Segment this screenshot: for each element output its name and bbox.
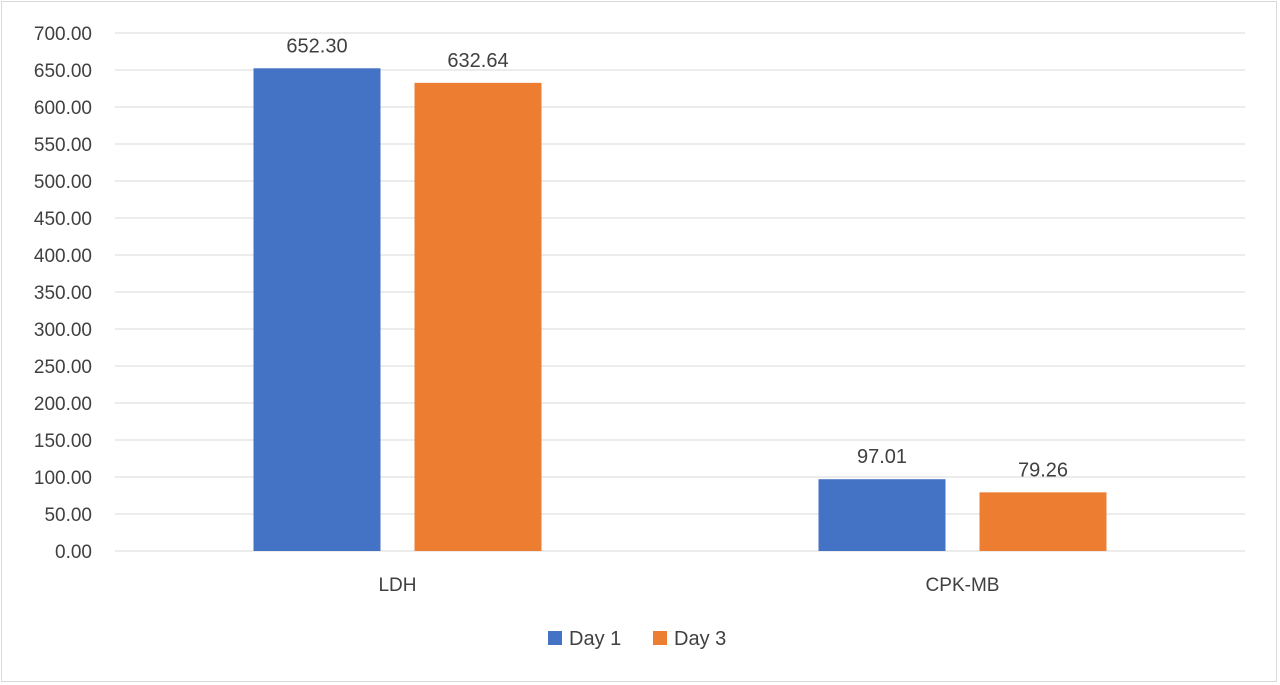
y-tick-label: 250.00 bbox=[34, 357, 92, 378]
y-tick-label: 600.00 bbox=[34, 98, 92, 119]
y-tick-label: 650.00 bbox=[34, 61, 92, 82]
y-tick-label: 0.00 bbox=[55, 542, 92, 563]
data-label: 97.01 bbox=[857, 446, 907, 468]
legend-label: Day 3 bbox=[674, 628, 726, 650]
x-category-label: CPK-MB bbox=[926, 575, 1000, 596]
y-tick-label: 400.00 bbox=[34, 246, 92, 267]
bar-day-3-cpk-mb bbox=[979, 492, 1107, 551]
y-tick-label: 300.00 bbox=[34, 320, 92, 341]
y-tick-label: 450.00 bbox=[34, 209, 92, 230]
legend-swatch-day-1 bbox=[548, 631, 562, 645]
bar-day-1-ldh bbox=[253, 68, 381, 551]
data-label: 79.26 bbox=[1018, 459, 1068, 481]
y-tick-label: 100.00 bbox=[34, 468, 92, 489]
y-tick-label: 500.00 bbox=[34, 172, 92, 193]
legend-label: Day 1 bbox=[569, 628, 621, 650]
y-tick-label: 150.00 bbox=[34, 431, 92, 452]
y-tick-label: 50.00 bbox=[44, 505, 92, 526]
y-tick-label: 200.00 bbox=[34, 394, 92, 415]
y-tick-label: 350.00 bbox=[34, 283, 92, 304]
data-label: 652.30 bbox=[286, 35, 347, 57]
legend-swatch-day-3 bbox=[653, 631, 667, 645]
y-tick-label: 700.00 bbox=[34, 24, 92, 45]
data-label: 632.64 bbox=[447, 50, 508, 72]
bar-day-3-ldh bbox=[414, 82, 542, 551]
bar-day-1-cpk-mb bbox=[818, 479, 946, 551]
y-tick-label: 550.00 bbox=[34, 135, 92, 156]
x-category-label: LDH bbox=[378, 575, 416, 596]
